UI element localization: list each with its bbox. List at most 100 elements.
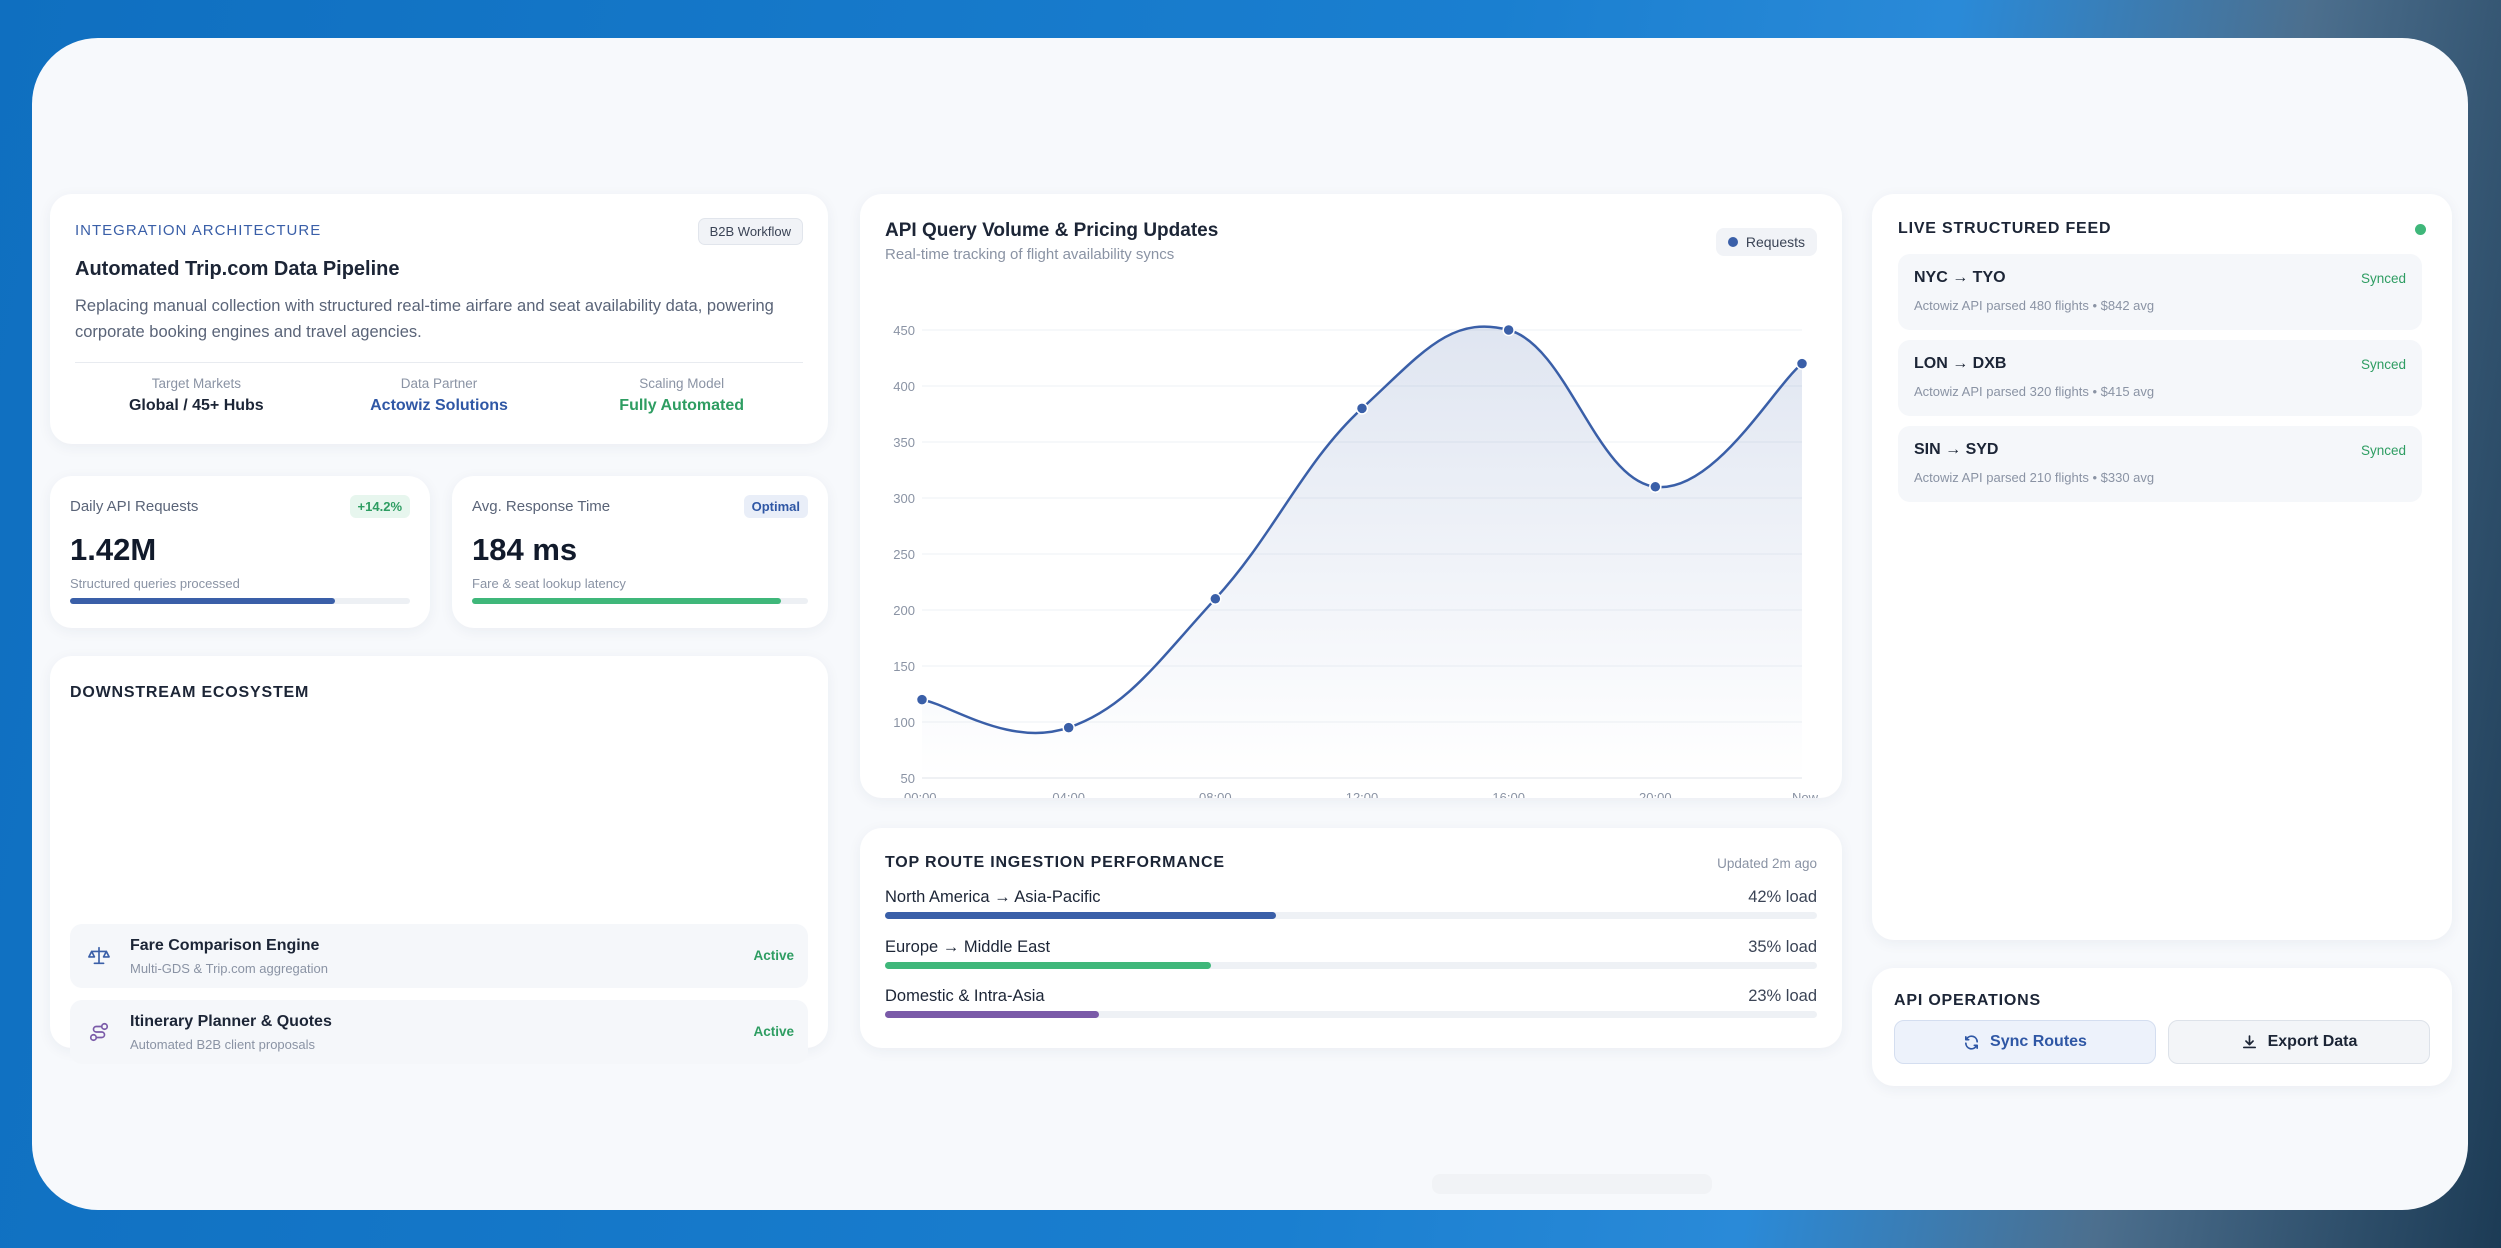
route-load: 42% load <box>1748 888 1817 906</box>
feed-status: Synced <box>2360 357 2406 372</box>
stat-value: Fully Automated <box>619 397 745 414</box>
optimal-badge: Optimal <box>743 495 808 518</box>
metric-progress-track <box>472 598 808 604</box>
series-area <box>922 326 1802 778</box>
legend-dot <box>1727 237 1738 247</box>
stat-scaling-model: Scaling Model Fully Automated <box>560 376 803 415</box>
ecosystem-item-name: Fare Comparison Engine <box>130 937 320 954</box>
metric-progress-fill <box>472 598 782 604</box>
y-tick-label: 250 <box>893 547 915 562</box>
metric-value: 1.42M <box>70 532 157 567</box>
stat-label: Data Partner <box>400 376 478 391</box>
route-fill <box>885 1011 1100 1018</box>
y-tick-label: 300 <box>893 491 915 506</box>
route-row-na-apac: North America → Asia-Pacific 42% load <box>885 888 1817 920</box>
feed-item[interactable]: NYC → TYO Actowiz API parsed 480 flights… <box>1898 254 2422 330</box>
data-point <box>915 693 929 706</box>
metric-subtitle: Structured queries processed <box>70 576 240 591</box>
x-tick-label: 00:00 <box>904 790 937 798</box>
y-tick-label: 100 <box>893 715 915 730</box>
x-tick-label: 16:00 <box>1492 790 1525 798</box>
feed-item[interactable]: LON → DXB Actowiz API parsed 320 flights… <box>1898 340 2422 416</box>
x-tick-label: 08:00 <box>1199 790 1232 798</box>
feed-detail: Actowiz API parsed 480 flights • $842 av… <box>1914 298 2155 313</box>
live-indicator <box>2415 224 2426 235</box>
growth-badge: +14.2% <box>349 495 410 518</box>
route-load: 35% load <box>1748 938 1817 956</box>
route-name: Europe → Middle East <box>885 938 1051 956</box>
sync-routes-button[interactable]: Sync Routes <box>1894 1020 2156 1064</box>
data-point <box>1795 357 1809 370</box>
metric-progress-fill <box>70 598 336 604</box>
integration-divider <box>75 362 803 363</box>
ops-title: API OPERATIONS <box>1894 992 2041 1009</box>
y-tick-label: 350 <box>893 435 915 450</box>
sync-routes-label: Sync Routes <box>1990 1033 2087 1050</box>
data-point <box>1062 721 1075 734</box>
ecosystem-title: DOWNSTREAM ECOSYSTEM <box>70 684 310 701</box>
y-tick-label: 200 <box>893 603 915 618</box>
query-volume-chart-card: 50 100 150 200 250 300 350 400 450 00:00 04:00 08:0… <box>860 194 1842 798</box>
route-fill <box>885 912 1277 919</box>
feed-status: Synced <box>2360 271 2406 286</box>
x-tick-label: Now <box>1792 790 1819 798</box>
y-tick-label: 150 <box>893 659 915 674</box>
api-operations-card: API OPERATIONS Sync Routes Export Data <box>1872 968 2452 1086</box>
feed-route: SIN → SYD <box>1914 441 1999 458</box>
scale-icon <box>88 946 110 965</box>
integration-eyebrow: INTEGRATION ARCHITECTURE <box>75 222 322 239</box>
query-volume-chart: 50 100 150 200 250 300 350 400 450 00:00 04:00 08:0… <box>893 323 1819 798</box>
feed-item[interactable]: SIN → SYD Actowiz API parsed 210 flights… <box>1898 426 2422 502</box>
data-point <box>1209 592 1222 606</box>
feed-route: NYC → TYO <box>1914 269 2006 286</box>
bottom-placeholder-bar <box>1432 1174 1712 1194</box>
feed-status: Synced <box>2360 443 2406 458</box>
export-data-label: Export Data <box>2267 1033 2358 1050</box>
integration-description: Replacing manual collection with structu… <box>75 297 774 341</box>
data-point <box>1355 402 1369 415</box>
ecosystem-item-itinerary-planner[interactable]: Itinerary Planner & Quotes Automated B2B… <box>70 1000 808 1064</box>
workflow-tag: B2B Workflow <box>697 218 803 245</box>
route-performance-card: TOP ROUTE INGESTION PERFORMANCE Updated … <box>860 828 1842 1048</box>
ecosystem-item-fare-comparison[interactable]: Fare Comparison Engine Multi-GDS & Trip.… <box>70 924 808 988</box>
route-icon <box>89 1022 109 1042</box>
metric-label: Avg. Response Time <box>472 498 611 515</box>
stat-value: Global / 45+ Hubs <box>128 397 264 414</box>
route-row-domestic-asia: Domestic & Intra-Asia 23% load <box>885 987 1817 1019</box>
status-badge: Active <box>753 1024 794 1039</box>
routes-updated: Updated 2m ago <box>1717 856 1817 871</box>
x-tick-label: 20:00 <box>1639 790 1672 798</box>
data-point <box>1649 480 1662 494</box>
route-track <box>885 962 1817 969</box>
route-name: North America → Asia-Pacific <box>885 888 1101 906</box>
metric-progress-track <box>70 598 410 604</box>
live-feed-card: LIVE STRUCTURED FEED NYC → TYO Actowiz A… <box>1872 194 2452 940</box>
daily-requests-card: Daily API Requests +14.2% 1.42M Structur… <box>50 476 430 628</box>
x-tick-label: 12:00 <box>1346 790 1379 798</box>
chart-legend[interactable]: Requests <box>1715 228 1817 256</box>
stat-label: Target Markets <box>151 376 241 391</box>
chart-title: API Query Volume & Pricing Updates <box>885 220 1219 241</box>
route-name: Domestic & Intra-Asia <box>885 987 1045 1005</box>
y-tick-label: 400 <box>893 379 915 394</box>
feed-detail: Actowiz API parsed 320 flights • $415 av… <box>1914 384 2155 399</box>
export-data-button[interactable]: Export Data <box>2168 1020 2430 1064</box>
integration-card: INTEGRATION ARCHITECTURE B2B Workflow Au… <box>50 194 828 444</box>
feed-route: LON → DXB <box>1914 355 2007 372</box>
ecosystem-card: DOWNSTREAM ECOSYSTEM Fare Comparison Eng… <box>50 656 828 1064</box>
data-point <box>1502 323 1515 337</box>
status-badge: Active <box>753 948 794 963</box>
chart-subtitle: Real-time tracking of flight availabilit… <box>885 246 1175 263</box>
metric-subtitle: Fare & seat lookup latency <box>472 576 626 591</box>
download-icon <box>2242 1034 2256 1048</box>
y-tick-label: 50 <box>901 771 915 786</box>
route-fill <box>885 962 1212 969</box>
response-time-card: Avg. Response Time Optimal 184 ms Fare &… <box>452 476 828 628</box>
metric-label: Daily API Requests <box>70 498 199 515</box>
stat-label: Scaling Model <box>639 376 725 391</box>
legend-label: Requests <box>1745 234 1805 250</box>
stat-data-partner: Data Partner Actowiz Solutions <box>318 376 561 415</box>
routes-title: TOP ROUTE INGESTION PERFORMANCE <box>885 854 1225 871</box>
dashboard-frame: INTEGRATION ARCHITECTURE B2B Workflow Au… <box>32 38 2468 1210</box>
feed-title: LIVE STRUCTURED FEED <box>1898 220 2112 237</box>
